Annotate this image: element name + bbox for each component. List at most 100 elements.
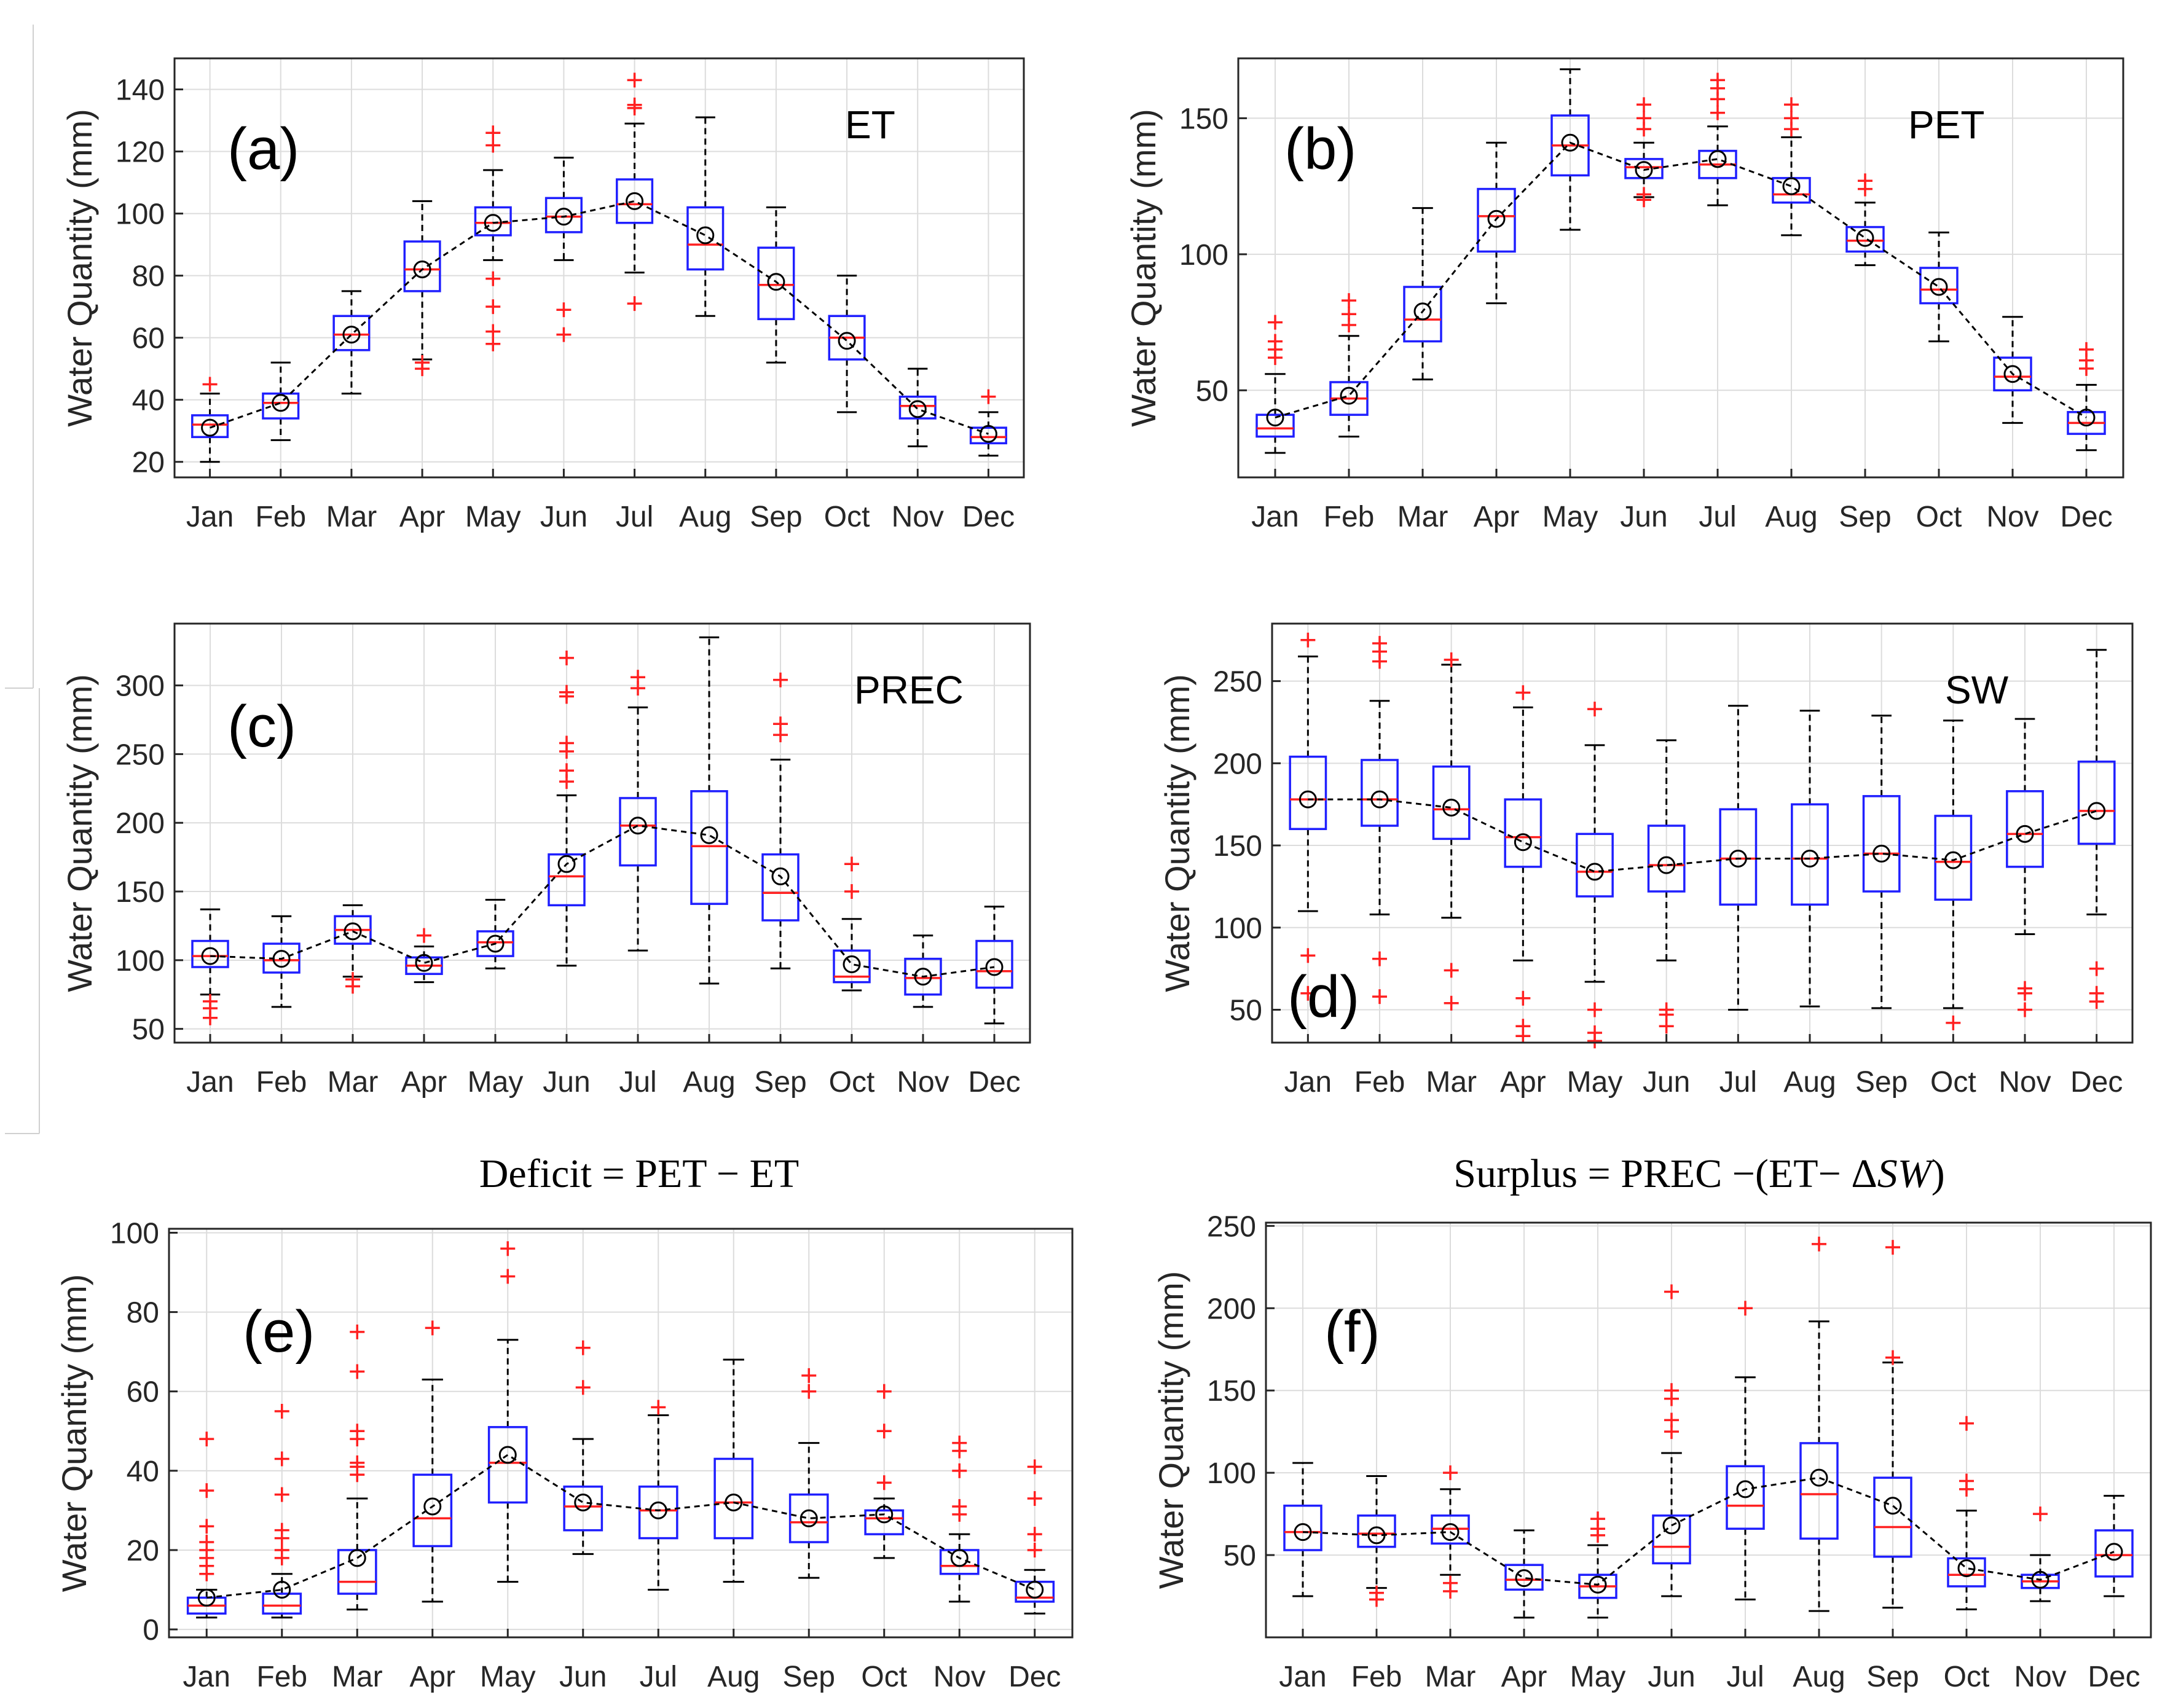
mean-marker [344,922,362,941]
xtick-label: Apr [399,501,446,533]
variable-label: ET [845,103,895,147]
iqr-box [1283,1504,1322,1551]
plot-frame [1237,57,2124,479]
mean-marker [1657,856,1676,874]
box-jan [1255,315,1295,454]
ytick-label: 80 [127,1297,159,1330]
mean-marker [767,273,785,291]
xtick-label: May [465,501,521,533]
ytick-label: 100 [1213,912,1262,945]
mean-marker [486,934,505,953]
iqr-box [898,395,937,420]
outlier-marker [2089,961,2104,976]
iqr-box [1862,795,1901,893]
outlier-marker [1637,111,1651,126]
outlier-marker [485,336,501,351]
mean-marker [1801,849,1819,868]
ytick-label: 250 [1213,666,1262,699]
outlier-marker [556,302,572,318]
iqr-box [975,939,1013,989]
mean-marker [1635,161,1653,179]
box-jul [638,1400,678,1591]
mean-marker [629,817,647,835]
outlier-marker [981,389,996,404]
box-mar [337,1324,377,1611]
ytick-label: 60 [127,1376,159,1409]
outlier-marker [485,299,501,315]
outlier-marker [1784,111,1799,126]
mean-marker [1487,210,1506,228]
iqr-box [1504,1564,1544,1591]
outlier-marker [415,355,430,370]
mean-marker [415,954,433,972]
iqr-box [1361,759,1399,827]
mean-line [210,825,995,978]
mean-marker [725,1493,743,1511]
outlier-marker [1515,685,1531,700]
xtick-label: Jul [640,1661,677,1693]
xtick-label: Jul [616,501,653,533]
box-dec [2094,1495,2134,1597]
xtick-label: Jan [1284,1066,1332,1099]
xtick-label: May [468,1066,524,1099]
ytick-label: 100 [116,198,165,231]
ytick-label: 40 [132,385,165,417]
mean-marker [1370,790,1389,809]
outlier-marker [485,324,501,339]
ytick-label: 40 [127,1455,159,1488]
mean-marker [1266,409,1284,427]
mean-marker [2088,802,2106,820]
outlier-marker [2079,342,2094,357]
xtick-label: Jan [186,501,234,533]
outlier-marker [1659,1002,1674,1017]
ytick-label: 80 [132,261,165,293]
outlier-marker [876,1384,892,1399]
box-sep [1873,1240,1912,1609]
box-jul [1726,1301,1765,1600]
outlier-marker [1372,989,1387,1005]
ytick-label: 120 [116,136,165,169]
outlier-marker [844,856,859,872]
ytick-label: 100 [116,945,165,977]
iqr-box [476,930,514,957]
mean-marker [1514,833,1532,852]
xtick-label: Mar [328,1066,379,1099]
xtick-label: Nov [1998,1066,2051,1099]
iqr-box [1647,825,1686,893]
variable-label: PREC [854,668,964,712]
iqr-box [1255,413,1295,438]
plot-frame [1271,622,2134,1044]
box-sep [757,206,795,364]
panel-e: 0 20 40 60 80 100 Jan Feb Mar Apr May Jun Jul Aug Sep O… [55,1217,1074,1693]
panel-label: (d) [1287,964,1359,1030]
outlier-marker [202,377,218,392]
outlier-marker [801,1368,817,1383]
ytick-label: 60 [132,323,165,355]
outlier-marker [1885,1240,1900,1255]
box-aug [1799,1236,1839,1612]
iqr-box [904,957,942,996]
mean-marker [1662,1516,1681,1535]
box-aug [686,116,725,317]
outlier-marker [1637,97,1651,112]
outlier-marker [1372,951,1387,966]
mean-line [206,1454,1035,1599]
outlier-marker [876,1424,892,1439]
mean-marker [554,208,573,226]
xtick-label: May [1570,1661,1626,1693]
box-may [1576,702,1614,1049]
xtick-label: Sep [783,1661,835,1693]
box-sep [761,672,800,970]
xtick-label: Sep [1866,1661,1919,1693]
outlier-marker [1664,1284,1679,1299]
xtick-label: Oct [829,1066,875,1099]
outlier-marker [199,1483,214,1498]
box-sep [788,1368,829,1579]
outlier-marker [274,1487,289,1502]
iqr-box [1504,798,1542,868]
xtick-label: Jul [1699,501,1736,533]
xtick-label: Mar [1397,501,1448,533]
mean-marker [484,214,502,232]
xtick-label: Dec [968,1066,1020,1099]
outlier-marker [952,1463,967,1478]
